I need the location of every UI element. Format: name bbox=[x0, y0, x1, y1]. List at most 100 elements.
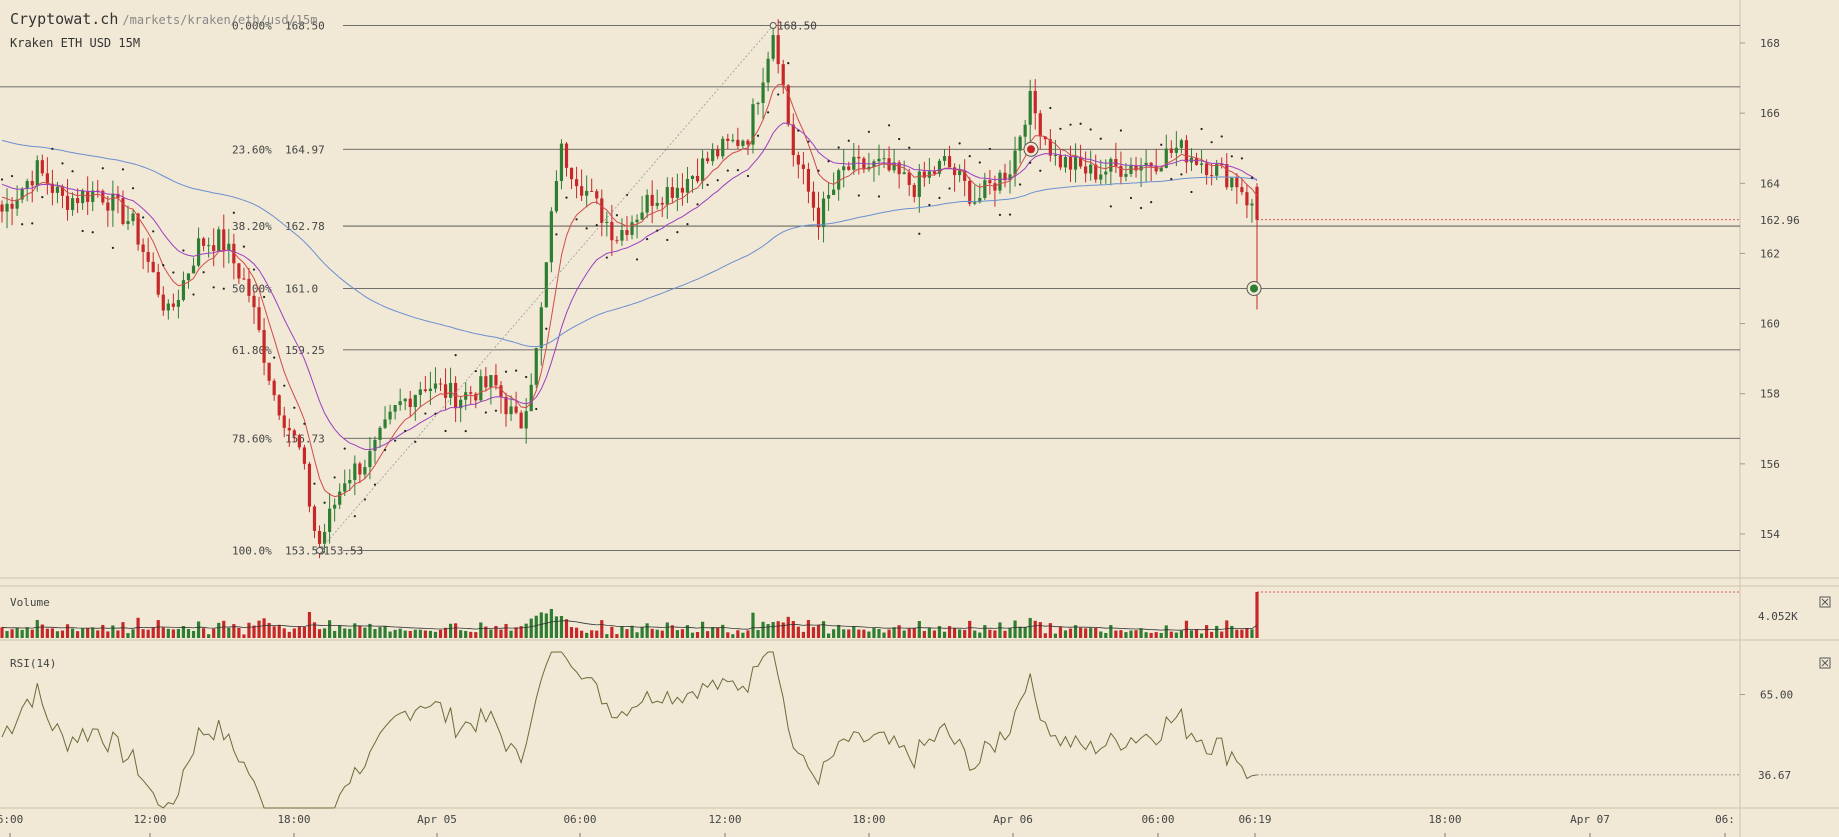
sar-dot bbox=[928, 203, 931, 207]
candle-body bbox=[202, 238, 206, 246]
volume-bar bbox=[947, 626, 952, 638]
candle-body bbox=[580, 186, 584, 196]
candle-body bbox=[801, 164, 805, 169]
volume-bar bbox=[660, 630, 664, 638]
volume-bar bbox=[76, 631, 80, 638]
candle-body bbox=[161, 294, 165, 311]
volume-bar bbox=[1139, 628, 1143, 638]
volume-bar bbox=[484, 626, 488, 638]
sar-dot bbox=[504, 370, 508, 373]
candle-body bbox=[50, 183, 55, 193]
volume-bar bbox=[469, 631, 473, 638]
volume-bar bbox=[887, 629, 891, 638]
volume-bar bbox=[1023, 626, 1027, 638]
volume-bar bbox=[826, 633, 831, 638]
x-tick-label: 06:19 bbox=[1238, 813, 1271, 826]
sar-dot bbox=[1139, 206, 1143, 210]
x-tick-label: Apr 07 bbox=[1570, 813, 1610, 826]
candle-body bbox=[489, 375, 493, 388]
volume-bar bbox=[1028, 617, 1032, 638]
sar-dot bbox=[545, 327, 548, 330]
candle-body bbox=[176, 299, 181, 307]
candle-body bbox=[731, 139, 735, 141]
volume-bar bbox=[186, 628, 191, 638]
sar-dot bbox=[232, 211, 235, 214]
candle-body bbox=[121, 198, 125, 225]
candle-body bbox=[212, 245, 216, 251]
volume-bar bbox=[711, 627, 715, 638]
candle-body bbox=[1250, 203, 1254, 206]
volume-bar bbox=[191, 630, 196, 638]
candle-body bbox=[438, 383, 443, 385]
candle-body bbox=[539, 307, 543, 349]
volume-bar bbox=[1255, 591, 1259, 638]
candle-body bbox=[433, 383, 438, 389]
x-tick-label: 06:00 bbox=[1141, 813, 1174, 826]
sar-dot bbox=[383, 448, 387, 452]
sar-dot bbox=[535, 407, 538, 411]
volume-bar bbox=[907, 628, 911, 638]
candle-body bbox=[1043, 136, 1047, 140]
volume-bar bbox=[35, 620, 39, 638]
volume-bar bbox=[217, 622, 221, 638]
sar-dot bbox=[434, 412, 437, 415]
volume-bar bbox=[564, 619, 569, 638]
volume-bar bbox=[847, 629, 851, 638]
sar-dot bbox=[464, 430, 467, 433]
volume-bar bbox=[1144, 632, 1148, 638]
candle-body bbox=[1194, 157, 1199, 165]
sar-dot bbox=[101, 167, 104, 170]
candle-body bbox=[373, 439, 377, 451]
candle-body bbox=[428, 388, 433, 392]
market-label: Kraken ETH USD 15M bbox=[10, 36, 141, 50]
candle-body bbox=[35, 160, 39, 186]
sar-dot bbox=[31, 222, 34, 225]
candle-body bbox=[196, 238, 201, 266]
sar-dot bbox=[1079, 122, 1082, 125]
candle-body bbox=[166, 303, 170, 311]
sar-dot bbox=[91, 231, 94, 234]
candle-body bbox=[776, 35, 780, 65]
sar-dot bbox=[887, 124, 891, 127]
fib-pct-label: 38.20% bbox=[232, 220, 272, 233]
volume-bar bbox=[297, 626, 301, 638]
volume-bar bbox=[91, 627, 95, 638]
volume-bar bbox=[993, 630, 997, 638]
volume-bar bbox=[610, 626, 614, 638]
candle-body bbox=[786, 85, 790, 125]
volume-bar bbox=[126, 633, 130, 638]
sar-dot bbox=[1089, 128, 1092, 131]
volume-bar bbox=[1033, 620, 1037, 638]
candle-body bbox=[514, 406, 518, 413]
volume-bar bbox=[922, 630, 926, 638]
candle-body bbox=[317, 530, 322, 544]
volume-bar bbox=[917, 621, 921, 638]
volume-bar bbox=[751, 612, 755, 638]
sar-dot bbox=[424, 412, 427, 415]
sar-dot bbox=[454, 354, 457, 357]
volume-bar bbox=[151, 627, 155, 638]
x-tick-label: Apr 05 bbox=[417, 813, 457, 826]
swing-low-marker bbox=[316, 546, 324, 554]
candle-body bbox=[1068, 156, 1073, 170]
candle-body bbox=[912, 184, 916, 197]
candle-body bbox=[81, 190, 85, 204]
candle-body bbox=[448, 382, 453, 398]
candle-body bbox=[1018, 136, 1022, 151]
volume-bar bbox=[454, 623, 458, 638]
candle-body bbox=[338, 491, 342, 505]
sar-dot bbox=[777, 93, 780, 96]
candle-body bbox=[398, 401, 402, 406]
candle-body bbox=[892, 162, 896, 171]
candle-body bbox=[811, 191, 816, 208]
candle-body bbox=[5, 203, 9, 212]
candle-body bbox=[45, 173, 49, 184]
volume-bar bbox=[252, 625, 256, 638]
candle-body bbox=[1114, 158, 1118, 166]
volume-bar bbox=[746, 630, 750, 638]
volume-bar bbox=[645, 623, 649, 638]
candle-body bbox=[15, 199, 19, 209]
candle-body bbox=[307, 463, 312, 507]
candle-body bbox=[30, 180, 34, 186]
